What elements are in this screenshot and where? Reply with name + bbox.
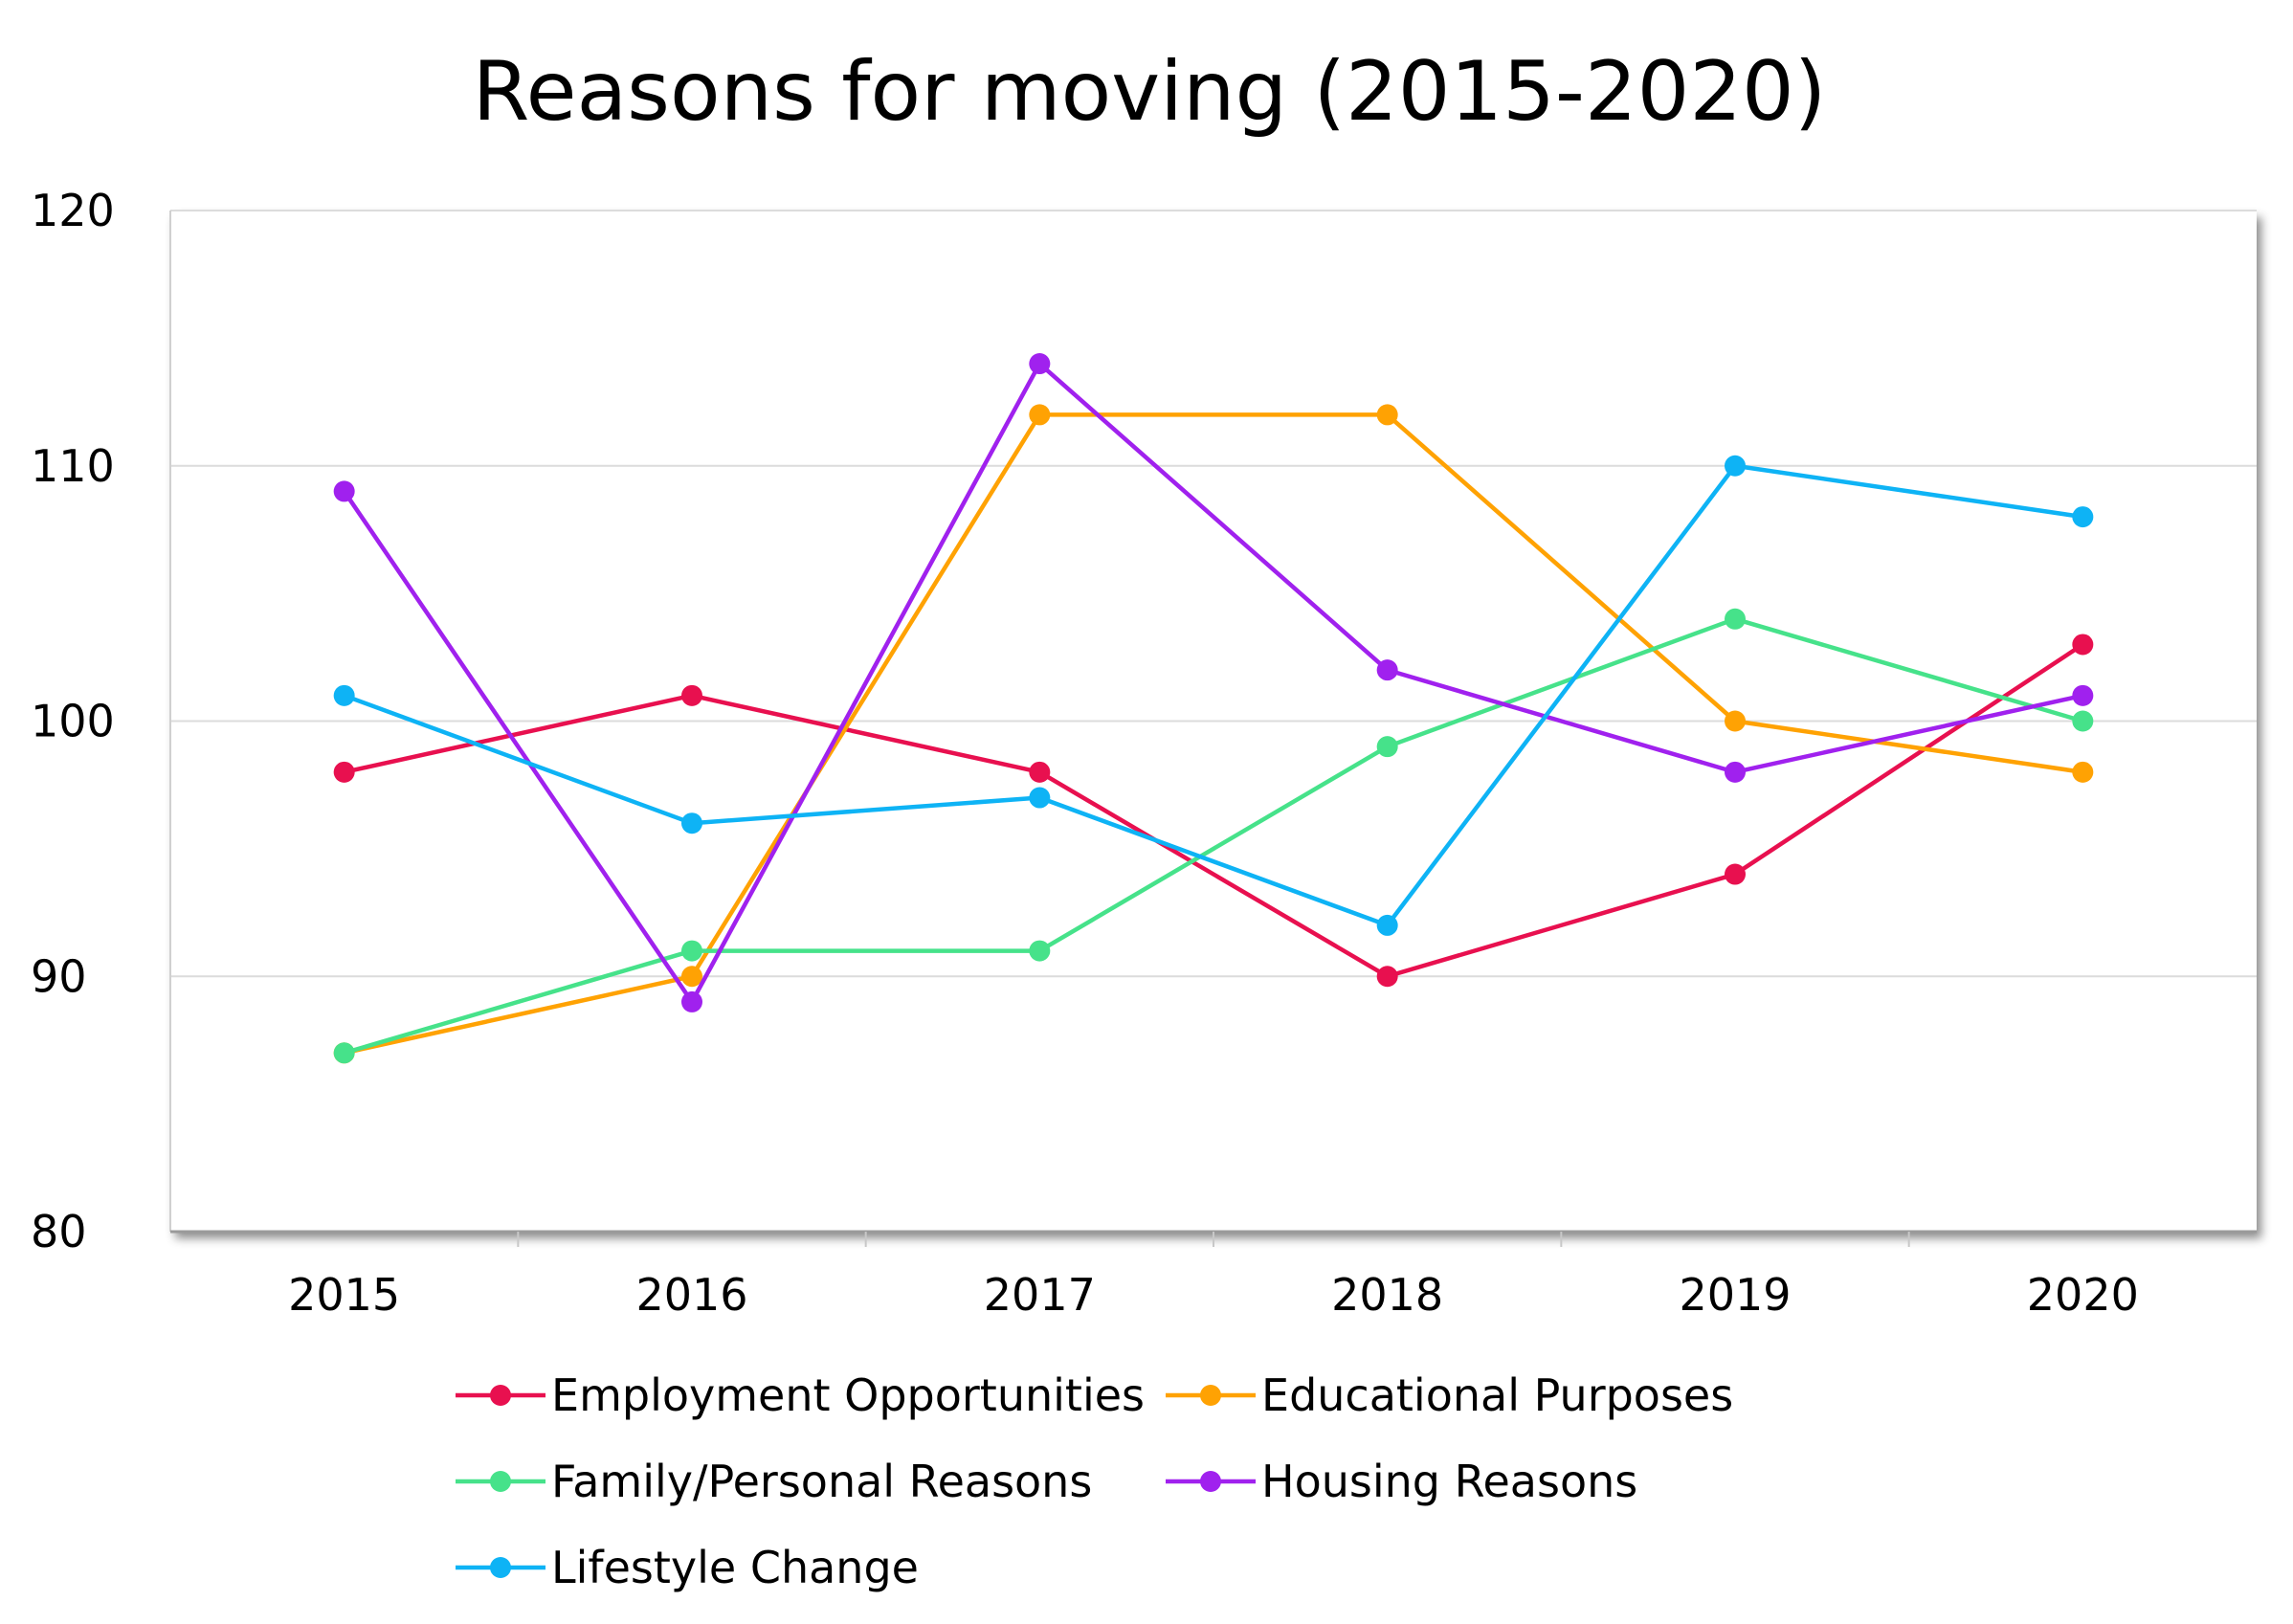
series-employment-opportunities xyxy=(333,634,2094,988)
data-point xyxy=(1725,710,1746,732)
x-tick-label: 2015 xyxy=(288,1269,400,1321)
data-point xyxy=(1725,455,1746,477)
data-point xyxy=(681,990,702,1012)
series-line xyxy=(344,616,2083,1056)
data-point xyxy=(1029,787,1051,809)
data-point xyxy=(681,684,702,706)
chart-title: Reasons for moving (2015-2020) xyxy=(473,44,1827,140)
data-point xyxy=(333,1042,355,1064)
legend-marker xyxy=(1200,1385,1221,1406)
y-tick-label: 120 xyxy=(31,185,115,236)
data-point xyxy=(681,966,702,988)
data-point xyxy=(681,940,702,962)
data-point xyxy=(333,684,355,706)
data-point xyxy=(1029,353,1051,375)
x-tick-label: 2019 xyxy=(1679,1269,1791,1321)
x-tick-label: 2016 xyxy=(635,1269,747,1321)
x-tick-label: 2017 xyxy=(984,1269,1096,1321)
data-point xyxy=(333,480,355,502)
legend-label: Educational Purposes xyxy=(1261,1369,1733,1421)
legend-label: Family/Personal Reasons xyxy=(551,1456,1092,1507)
x-tick-label: 2020 xyxy=(2027,1269,2139,1321)
series-lifestyle-change xyxy=(333,455,2094,936)
y-tick-label: 80 xyxy=(31,1206,87,1257)
data-point xyxy=(1725,863,1746,885)
data-point xyxy=(1029,404,1051,426)
legend-item: Employment Opportunities xyxy=(456,1369,1145,1421)
data-point xyxy=(681,812,702,834)
data-point xyxy=(2072,506,2094,528)
y-tick-label: 90 xyxy=(31,950,87,1002)
series-housing-reasons xyxy=(333,353,2094,1012)
data-point xyxy=(1376,966,1398,988)
data-point xyxy=(2072,684,2094,706)
legend-item: Educational Purposes xyxy=(1166,1369,1733,1421)
data-point xyxy=(1376,404,1398,426)
legend-label: Lifestyle Change xyxy=(551,1542,919,1593)
series-line xyxy=(343,463,2083,928)
series-family-personal-reasons xyxy=(333,608,2094,1064)
data-point xyxy=(2072,634,2094,656)
legend-item: Housing Reasons xyxy=(1166,1456,1637,1507)
data-point xyxy=(1725,761,1746,783)
legend-marker xyxy=(490,1557,511,1578)
data-point xyxy=(1029,940,1051,962)
data-point xyxy=(1029,761,1051,783)
series-line xyxy=(344,412,2083,1056)
legend-marker xyxy=(490,1385,511,1406)
legend-label: Employment Opportunities xyxy=(551,1369,1145,1421)
data-point xyxy=(1725,608,1746,630)
legend-marker xyxy=(490,1471,511,1492)
data-point xyxy=(2072,761,2094,783)
y-tick-label: 100 xyxy=(31,696,115,747)
data-point xyxy=(1376,736,1398,758)
x-tick-label: 2018 xyxy=(1331,1269,1443,1321)
legend-item: Family/Personal Reasons xyxy=(456,1456,1092,1507)
legend-marker xyxy=(1200,1471,1221,1492)
legend-item: Lifestyle Change xyxy=(456,1542,919,1593)
y-tick-label: 110 xyxy=(31,440,115,492)
data-point xyxy=(1376,914,1398,936)
data-point xyxy=(333,761,355,783)
series-line xyxy=(342,361,2083,1005)
data-point xyxy=(2072,710,2094,732)
data-point xyxy=(1376,659,1398,681)
series-line xyxy=(344,642,2084,979)
legend-label: Housing Reasons xyxy=(1261,1456,1637,1507)
